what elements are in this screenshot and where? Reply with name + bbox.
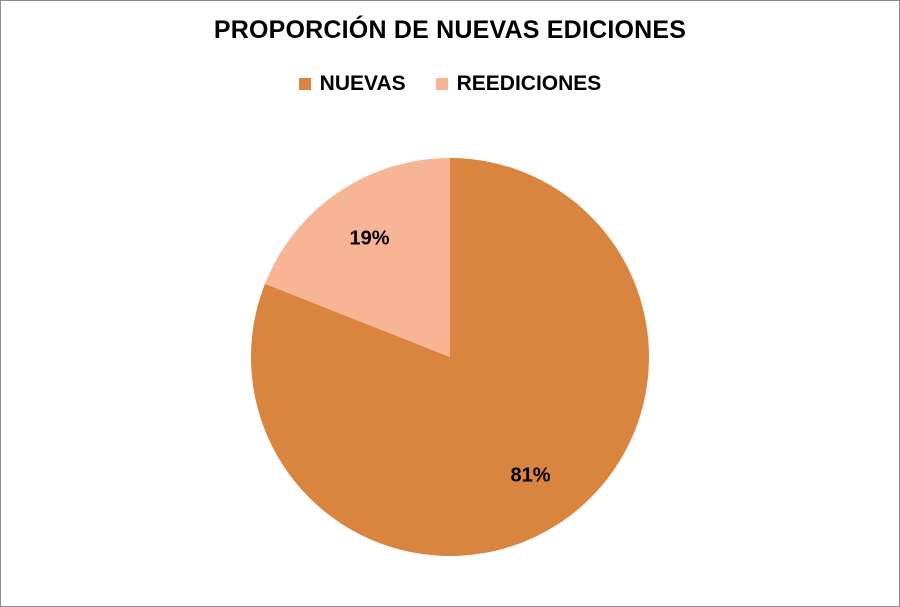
legend-label-nuevas: NUEVAS <box>319 72 406 95</box>
legend-label-reediciones: REEDICIONES <box>456 72 602 95</box>
legend-entry-nuevas: NUEVAS <box>298 72 406 96</box>
pie-slice-reediciones <box>264 157 450 357</box>
pie-labels: 81% 19% <box>349 228 550 487</box>
chart-title: PROPORCIÓN DE NUEVAS EDICIONES <box>213 16 687 44</box>
chart-legend: NUEVAS REEDICIONES <box>0 72 900 96</box>
pie-label-reediciones: 19% <box>349 228 389 250</box>
pie-slice-nuevas <box>250 158 649 556</box>
legend-swatch-nuevas <box>298 78 311 90</box>
pie-label-nuevas: 81% <box>510 465 550 487</box>
legend-entry-reediciones: REEDICIONES <box>435 72 602 96</box>
legend-swatch-reediciones <box>435 78 448 90</box>
pie-slices <box>250 157 649 556</box>
